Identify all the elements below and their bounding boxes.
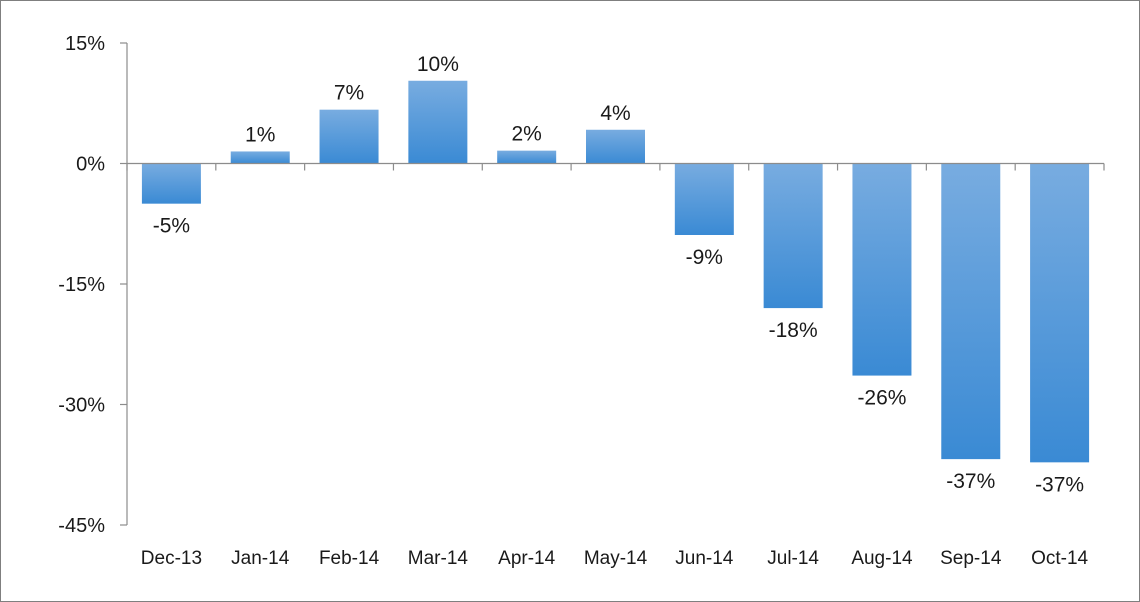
data-label: 7% [334, 82, 364, 105]
data-label: 4% [600, 102, 630, 125]
data-label: -5% [153, 215, 190, 238]
data-label: 2% [512, 123, 542, 146]
y-tick-label: -45% [58, 515, 105, 537]
data-label: -37% [946, 470, 995, 493]
data-label: -9% [686, 246, 723, 269]
x-tick-label: Sep-14 [940, 548, 1002, 569]
data-label: 1% [245, 123, 275, 146]
x-tick-label: Jan-14 [231, 548, 290, 569]
bar-sep-14 [941, 163, 1001, 460]
x-tick-label: Mar-14 [408, 548, 469, 569]
y-tick-label: -15% [58, 274, 105, 296]
x-axis: Dec-13 Jan-14 Feb-14 Mar-14 Apr-14 May-14 Jun-… [126, 162, 1105, 569]
bar-dec-13 [141, 163, 201, 204]
bar-may-14 [586, 129, 645, 164]
data-label: -18% [769, 319, 818, 342]
x-tick-label: Feb-14 [319, 548, 380, 569]
bars-group [141, 80, 1090, 463]
data-label: -26% [857, 387, 906, 410]
bar-jul-14 [763, 163, 823, 309]
bar-apr-14 [497, 150, 557, 164]
data-label: -37% [1035, 473, 1084, 496]
x-tick-label: Dec-13 [141, 548, 202, 569]
x-tick-label: Aug-14 [851, 548, 913, 569]
bar-jun-14 [674, 163, 734, 235]
x-tick-label: Jun-14 [675, 548, 734, 569]
data-labels-group: -5% 1% 7% 10% 2% 4% -9% -18% -26% -37% -37% [153, 53, 1084, 497]
bar-feb-14 [319, 109, 379, 164]
bar-aug-14 [852, 163, 912, 376]
bar-jan-14 [230, 151, 290, 164]
bar-mar-14 [408, 80, 468, 164]
y-tick-label: -30% [58, 395, 105, 417]
y-tick-label: 15% [65, 33, 105, 55]
x-tick-label: May-14 [584, 548, 648, 569]
x-tick-label: Jul-14 [767, 548, 819, 569]
bar-oct-14 [1030, 163, 1090, 463]
y-tick-label: 0% [76, 154, 105, 176]
x-tick-label: Apr-14 [498, 548, 555, 569]
y-axis: 15% 0% -15% -30% -45% [58, 33, 128, 537]
data-label: 10% [417, 53, 459, 76]
x-tick-label: Oct-14 [1031, 548, 1088, 569]
